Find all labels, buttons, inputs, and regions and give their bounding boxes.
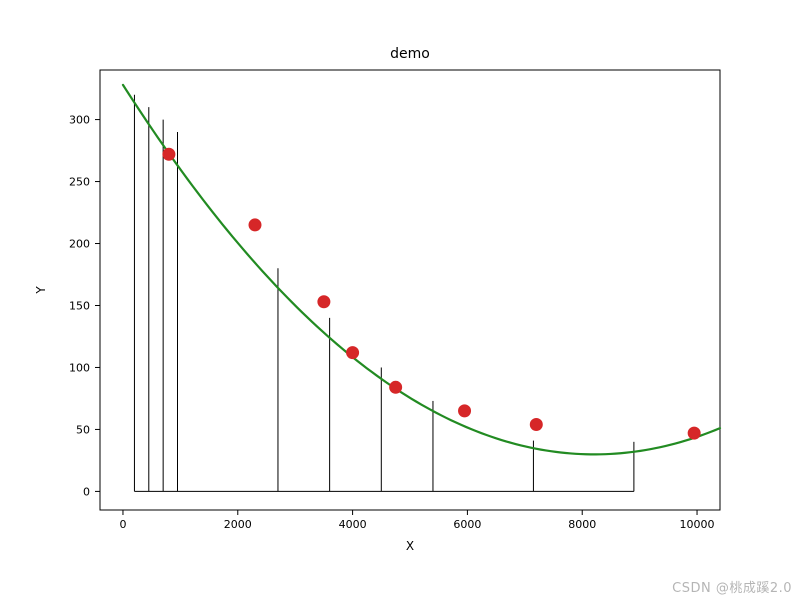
- y-tick-label: 100: [69, 361, 90, 374]
- scatter-point: [318, 296, 330, 308]
- y-tick-label: 300: [69, 114, 90, 127]
- y-tick-label: 150: [69, 299, 90, 312]
- scatter-point: [163, 148, 175, 160]
- scatter-point: [530, 418, 542, 430]
- scatter-point: [249, 219, 261, 231]
- chart-title: demo: [390, 46, 430, 62]
- y-tick-label: 250: [69, 176, 90, 189]
- scatter-point: [347, 347, 359, 359]
- scatter-point: [459, 405, 471, 417]
- demo-chart: 0 2000 4000 6000 8000 10000 0 50 100 150 200 250 300…: [0, 0, 800, 600]
- y-axis-label: Y: [34, 286, 48, 295]
- x-tick-label: 6000: [453, 518, 481, 531]
- x-axis-label: X: [406, 539, 414, 553]
- x-tick-label: 8000: [568, 518, 596, 531]
- y-tick-label: 50: [76, 423, 90, 436]
- scatter-point: [390, 381, 402, 393]
- x-tick-label: 4000: [339, 518, 367, 531]
- scatter-point: [688, 427, 700, 439]
- y-tick-label: 0: [83, 485, 90, 498]
- x-tick-label: 10000: [680, 518, 715, 531]
- x-tick-label: 2000: [224, 518, 252, 531]
- y-tick-label: 200: [69, 238, 90, 251]
- x-tick-label: 0: [119, 518, 126, 531]
